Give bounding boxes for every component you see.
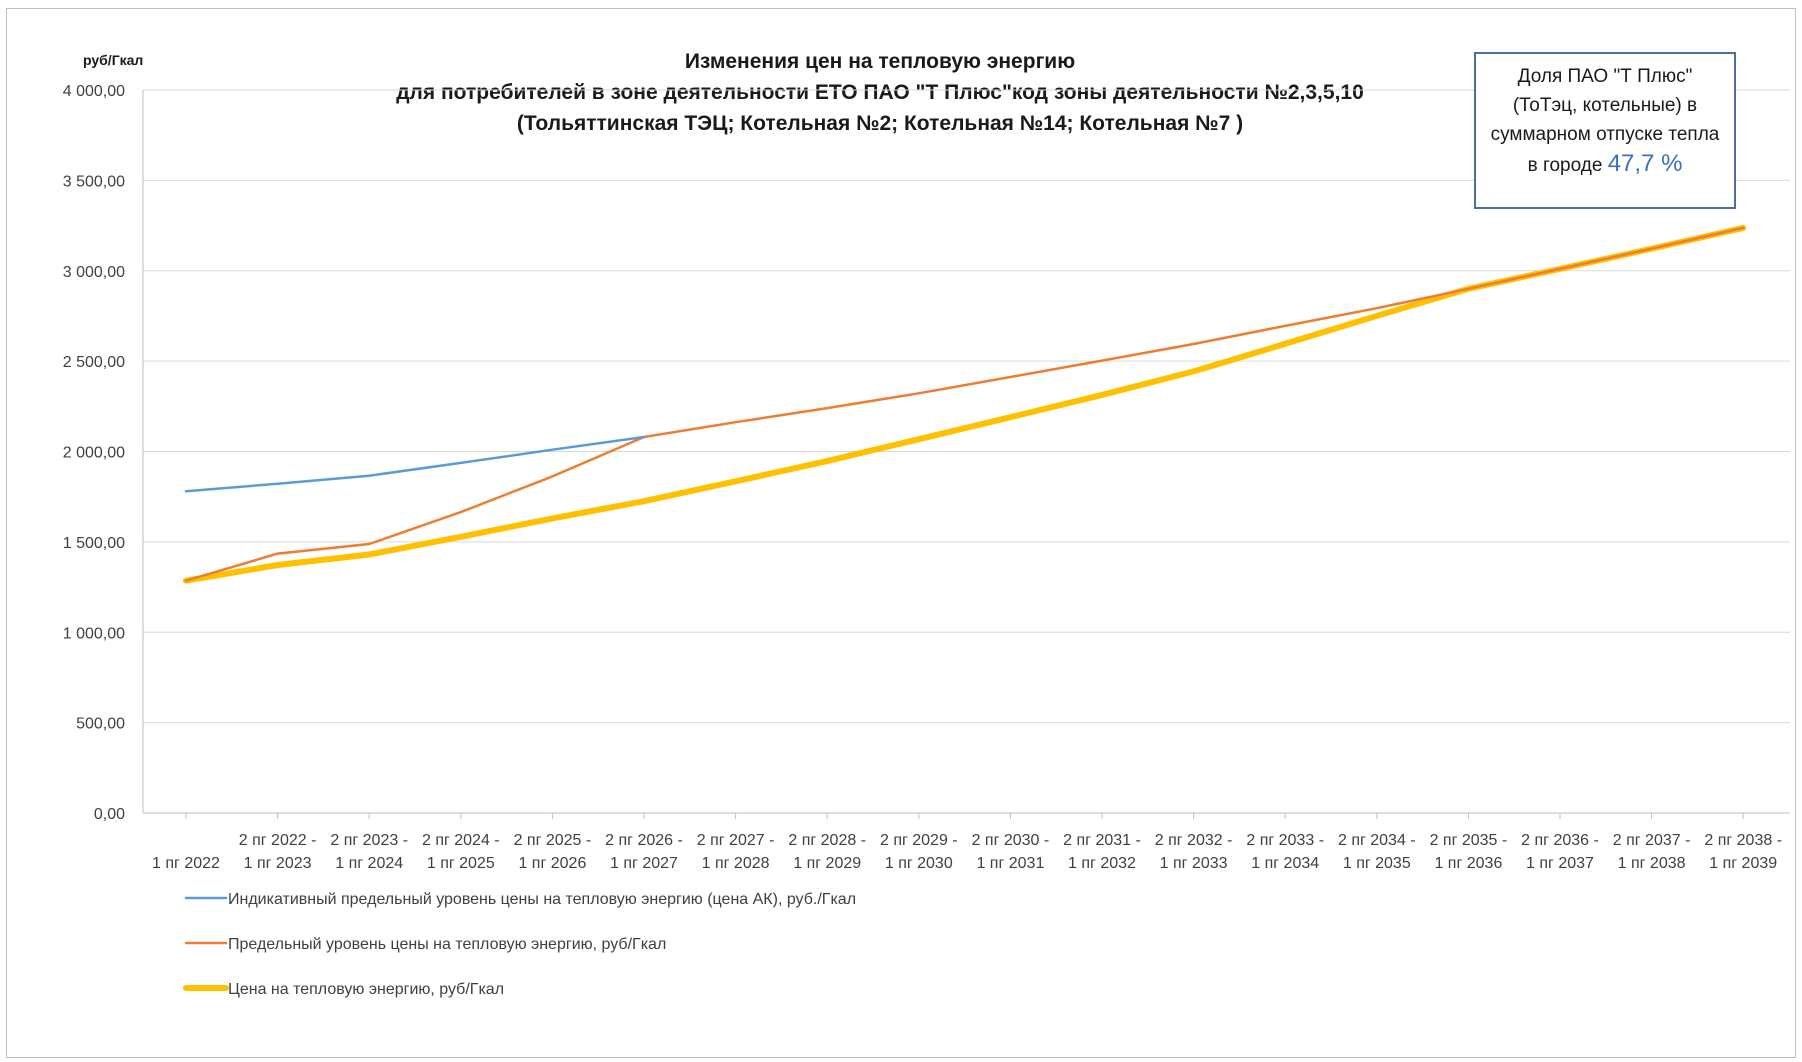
share-box-line-1: Доля ПАО "Т Плюс": [1517, 66, 1693, 87]
x-tick-label: 2 пг 2036 -: [1521, 832, 1599, 849]
series-line-2: [184, 226, 1745, 582]
x-tick-label: 1 пг 2032: [1068, 855, 1136, 872]
y-tick-label: 3 500,00: [63, 173, 125, 190]
x-tick-label: 1 пг 2035: [1343, 855, 1411, 872]
series-lines: [183, 224, 1747, 584]
legend-label: Предельный уровень цены на тепловую энер…: [228, 936, 666, 953]
x-tick-label: 1 пг 2037: [1526, 855, 1594, 872]
x-tick-label: 2 пг 2033 -: [1246, 832, 1324, 849]
x-tick-label: 1 пг 2034: [1251, 855, 1319, 872]
y-tick-label: 500,00: [76, 716, 125, 733]
x-tick-labels: 1 пг 2022 2 пг 2022 - 1 пг 2023 2 пг 2023 -…: [152, 832, 1782, 872]
y-axis-label: руб/Гкал: [83, 52, 143, 68]
share-box-city-label: в городе: [1527, 155, 1608, 176]
share-info-box: Доля ПАО "Т Плюс" (ТоТэц, котельные) в с…: [1474, 52, 1736, 209]
x-tick-label: 2 пг 2022 -: [239, 832, 317, 849]
gridlines: [143, 89, 1790, 724]
y-tick-label: 1 000,00: [63, 625, 125, 642]
x-tick-label: 1 пг 2028: [702, 855, 770, 872]
legend: Индикативный предельный уровень цены на …: [183, 891, 856, 998]
y-tick-label: 1 500,00: [63, 535, 125, 552]
x-tick-label: 1 пг 2022: [152, 855, 220, 872]
x-tick-label: 2 пг 2032 -: [1155, 832, 1233, 849]
x-tick-label: 1 пг 2033: [1160, 855, 1228, 872]
legend-label: Цена на тепловую энергию, руб/Гкал: [228, 981, 504, 998]
x-tick-label: 2 пг 2034 -: [1338, 832, 1416, 849]
x-tick-label: 2 пг 2038 -: [1704, 832, 1782, 849]
chart-title: Изменения цен на тепловую энергию для по…: [396, 50, 1364, 135]
x-tick-label: 1 пг 2023: [244, 855, 312, 872]
x-tick-label: 2 пг 2029 -: [880, 832, 958, 849]
series-line-1: [184, 435, 646, 493]
share-box-line-2: (ТоТэц, котельные) в: [1512, 95, 1698, 116]
legend-label: Индикативный предельный уровень цены на …: [228, 891, 856, 908]
y-tick-label: 3 000,00: [63, 264, 125, 281]
y-tick-label: 4 000,00: [63, 83, 125, 100]
y-tick-label: 2 500,00: [63, 354, 125, 371]
chart-title-line-3: (Тольяттинская ТЭЦ; Котельная №2; Котель…: [517, 112, 1243, 135]
x-tick-label: 1 пг 2038: [1618, 855, 1686, 872]
x-tick-label: 1 пг 2030: [885, 855, 953, 872]
share-percent: 47,7 %: [1607, 150, 1683, 177]
x-tick-label: 2 пг 2037 -: [1613, 832, 1691, 849]
x-tick-label: 2 пг 2024 -: [422, 832, 500, 849]
x-tick-label: 1 пг 2026: [518, 855, 586, 872]
y-tick-labels: 0,00 500,00 1 000,00 1 500,00 2 000,00 2 500,…: [63, 83, 125, 823]
chart-title-line-1: Изменения цен на тепловую энергию: [685, 50, 1075, 73]
x-tick-label: 2 пг 2030 -: [972, 832, 1050, 849]
x-tick-label: 2 пг 2027 -: [697, 832, 775, 849]
x-tick-label: 1 пг 2031: [976, 855, 1044, 872]
x-tick-label: 1 пг 2027: [610, 855, 678, 872]
share-box-line-3: суммарном отпуске тепла: [1490, 124, 1720, 145]
x-tick-label: 2 пг 2023 -: [330, 832, 408, 849]
x-tick-label: 2 пг 2028 -: [788, 832, 866, 849]
chart-title-line-2: для потребителей в зоне деятельности ЕТО…: [396, 81, 1364, 104]
axes: [142, 90, 1790, 819]
x-tick-label: 1 пг 2039: [1709, 855, 1777, 872]
x-tick-label: 2 пг 2031 -: [1063, 832, 1141, 849]
x-tick-label: 2 пг 2026 -: [605, 832, 683, 849]
x-tick-label: 1 пг 2036: [1434, 855, 1502, 872]
y-tick-label: 2 000,00: [63, 445, 125, 462]
share-box-line-4: в городе 47,7 %: [1476, 149, 1734, 180]
y-tick-label: 0,00: [94, 806, 125, 823]
x-tick-label: 1 пг 2029: [793, 855, 861, 872]
x-tick-label: 1 пг 2025: [427, 855, 495, 872]
x-tick-label: 2 пг 2025 -: [514, 832, 592, 849]
x-tick-label: 1 пг 2024: [335, 855, 403, 872]
x-tick-label: 2 пг 2035 -: [1430, 832, 1508, 849]
